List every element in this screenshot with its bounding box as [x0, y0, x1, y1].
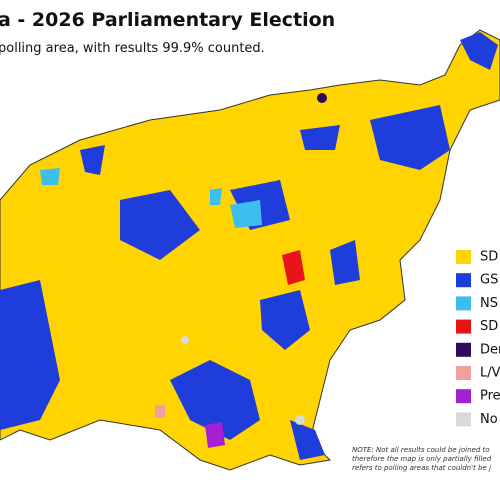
- legend-label: SD: [480, 319, 498, 334]
- legend-label: L/V: [480, 366, 500, 381]
- note-line: NOTE: Not all results could be joined to: [352, 446, 490, 454]
- legend-swatch: [456, 342, 471, 357]
- legend-label: SD: [480, 250, 498, 265]
- legend: SD GS NS SD Dem L/V Pre No: [456, 250, 500, 427]
- legend-swatch: [456, 366, 471, 380]
- minor-areas: [155, 93, 327, 448]
- legend-label: NS: [480, 296, 498, 311]
- legend-swatch: [456, 296, 471, 311]
- legend-swatch: [456, 250, 471, 264]
- nsi-areas: [40, 168, 262, 228]
- legend-swatch: [456, 412, 471, 427]
- legend-swatch: [456, 319, 471, 334]
- legend-swatch: [456, 389, 471, 404]
- legend-label: Dem: [480, 342, 500, 357]
- legend-swatch: [456, 273, 471, 288]
- legend-label: GS: [480, 273, 498, 288]
- title: a - 2026 Parliamentary Election: [0, 9, 335, 31]
- legend-background: [448, 240, 500, 440]
- note: NOTE: Not all results could be joined to…: [352, 446, 492, 472]
- gs-areas: [0, 32, 498, 460]
- note-line: refers to polling areas that couldn't be…: [352, 464, 491, 472]
- subtitle: polling area, with results 99.9% counted…: [0, 41, 265, 56]
- legend-label: No: [480, 412, 498, 427]
- note-line: therefore the map is only partially fill…: [352, 455, 492, 463]
- map: [0, 29, 500, 471]
- legend-label: Pre: [480, 389, 500, 404]
